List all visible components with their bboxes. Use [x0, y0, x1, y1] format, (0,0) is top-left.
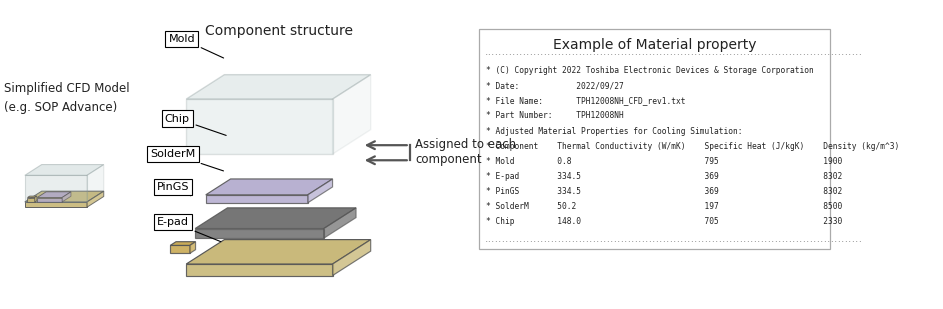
Text: * Part Number:     TPH12008NH: * Part Number: TPH12008NH [486, 112, 623, 121]
Text: Chip: Chip [165, 114, 226, 135]
Text: ................................................................................: ........................................… [484, 51, 862, 56]
Text: Component structure: Component structure [206, 24, 354, 38]
Polygon shape [171, 245, 190, 253]
Polygon shape [25, 165, 104, 175]
Polygon shape [206, 179, 333, 195]
Polygon shape [323, 208, 356, 238]
Text: SolderM: SolderM [150, 149, 223, 171]
Text: * SolderM      50.2                           197                      8500: * SolderM 50.2 197 8500 [486, 202, 842, 211]
Polygon shape [87, 165, 104, 202]
Text: * Mold         0.8                            795                      1900: * Mold 0.8 795 1900 [486, 157, 842, 166]
Polygon shape [27, 196, 37, 197]
Polygon shape [186, 239, 371, 264]
Text: * Date:            2022/09/27: * Date: 2022/09/27 [486, 81, 623, 90]
Text: * PinGS        334.5                          369                      8302: * PinGS 334.5 369 8302 [486, 187, 842, 196]
Polygon shape [25, 191, 104, 202]
Polygon shape [186, 264, 333, 276]
Polygon shape [190, 242, 195, 253]
Polygon shape [206, 195, 307, 203]
Text: * Chip         148.0                          705                      2330: * Chip 148.0 705 2330 [486, 217, 842, 226]
Polygon shape [171, 242, 195, 245]
Text: E-pad: E-pad [157, 217, 221, 242]
Polygon shape [333, 75, 371, 154]
Text: Example of Material property: Example of Material property [553, 38, 756, 52]
Polygon shape [307, 179, 333, 203]
Polygon shape [186, 75, 371, 99]
Text: * Adjusted Material Properties for Cooling Simulation:: * Adjusted Material Properties for Cooli… [486, 127, 742, 136]
Text: * File Name:       TPH12008NH_CFD_rev1.txt: * File Name: TPH12008NH_CFD_rev1.txt [486, 96, 686, 105]
Text: * E-pad        334.5                          369                      8302: * E-pad 334.5 369 8302 [486, 172, 842, 181]
Polygon shape [25, 202, 87, 207]
Polygon shape [27, 197, 35, 202]
Polygon shape [37, 192, 71, 197]
Text: Mold: Mold [169, 34, 223, 58]
Text: * (C) Copyright 2022 Toshiba Electronic Devices & Storage Corporation: * (C) Copyright 2022 Toshiba Electronic … [486, 66, 814, 75]
Polygon shape [37, 197, 62, 202]
Text: Assigned to each
component: Assigned to each component [415, 138, 516, 166]
Polygon shape [195, 229, 323, 238]
Polygon shape [195, 208, 356, 229]
Polygon shape [62, 192, 71, 202]
Polygon shape [35, 196, 37, 202]
Polygon shape [25, 175, 87, 202]
FancyBboxPatch shape [479, 29, 830, 249]
Polygon shape [333, 239, 371, 276]
Text: Simplified CFD Model
(e.g. SOP Advance): Simplified CFD Model (e.g. SOP Advance) [5, 82, 130, 114]
Text: * Component    Thermal Conductivity (W/mK)    Specific Heat (J/kgK)    Density (: * Component Thermal Conductivity (W/mK) … [486, 142, 900, 151]
Polygon shape [186, 99, 333, 154]
Polygon shape [87, 191, 104, 207]
Text: PinGS: PinGS [157, 182, 190, 196]
Text: ................................................................................: ........................................… [484, 238, 862, 243]
